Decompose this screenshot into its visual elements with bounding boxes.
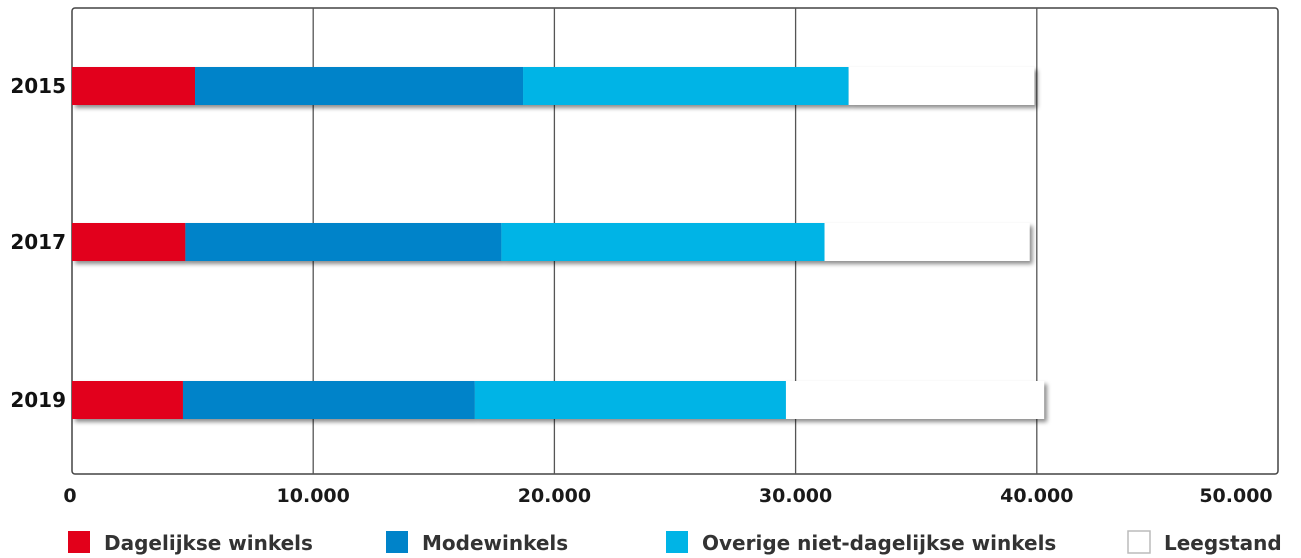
legend-swatch [68,531,90,553]
x-tick-label: 30.000 [759,485,832,507]
legend: Dagelijkse winkels Modewinkels Overige nie… [68,530,1282,555]
category-label: 2017 [10,230,66,254]
x-tick-label: 40.000 [1000,485,1073,507]
bar-segment-dagelijkse-winkels-2017 [72,223,186,261]
bar-segment-modewinkels-2019 [182,381,475,419]
bar-segment-dagelijkse-winkels-2015 [72,67,196,105]
bar-group-2019 [72,381,1045,419]
legend-label: Leegstand [1164,531,1282,555]
bar-segment-leegstand-2017 [824,223,1030,261]
x-tick-label: 50.000 [1199,485,1272,507]
bar-segment-overige-niet-dagelijkse-winkels-2019 [474,381,786,419]
legend-label: Modewinkels [422,531,568,555]
legend-swatch [1127,530,1151,554]
legend-item: Leegstand [1127,530,1282,555]
x-tick-label: 20.000 [518,485,591,507]
bar-segment-dagelijkse-winkels-2019 [72,381,183,419]
legend-label: Overige niet-dagelijkse winkels [702,531,1056,555]
bar-segment-leegstand-2019 [785,381,1045,419]
x-tick-label: 0 [63,485,76,507]
bar-segment-leegstand-2015 [848,67,1035,105]
legend-item: Overige niet-dagelijkse winkels [666,531,1056,555]
category-label: 2015 [10,74,66,98]
bar-group-2017 [72,223,1030,261]
bar-segment-modewinkels-2015 [195,67,524,105]
legend-item: Dagelijkse winkels [68,531,313,555]
bars [72,67,1045,419]
x-axis-ticks: 0 10.000 20.000 30.000 40.000 50.000 [63,485,1272,507]
legend-swatch [666,531,688,553]
category-label: 2019 [10,388,66,412]
legend-swatch [386,531,408,553]
category-labels: 2015 2017 2019 [10,74,66,412]
bar-segment-modewinkels-2017 [185,223,502,261]
bar-segment-overige-niet-dagelijkse-winkels-2017 [501,223,825,261]
bar-group-2015 [72,67,1035,105]
x-tick-label: 10.000 [277,485,350,507]
bar-segment-overige-niet-dagelijkse-winkels-2015 [523,67,849,105]
legend-label: Dagelijkse winkels [104,531,313,555]
legend-item: Modewinkels [386,531,568,555]
